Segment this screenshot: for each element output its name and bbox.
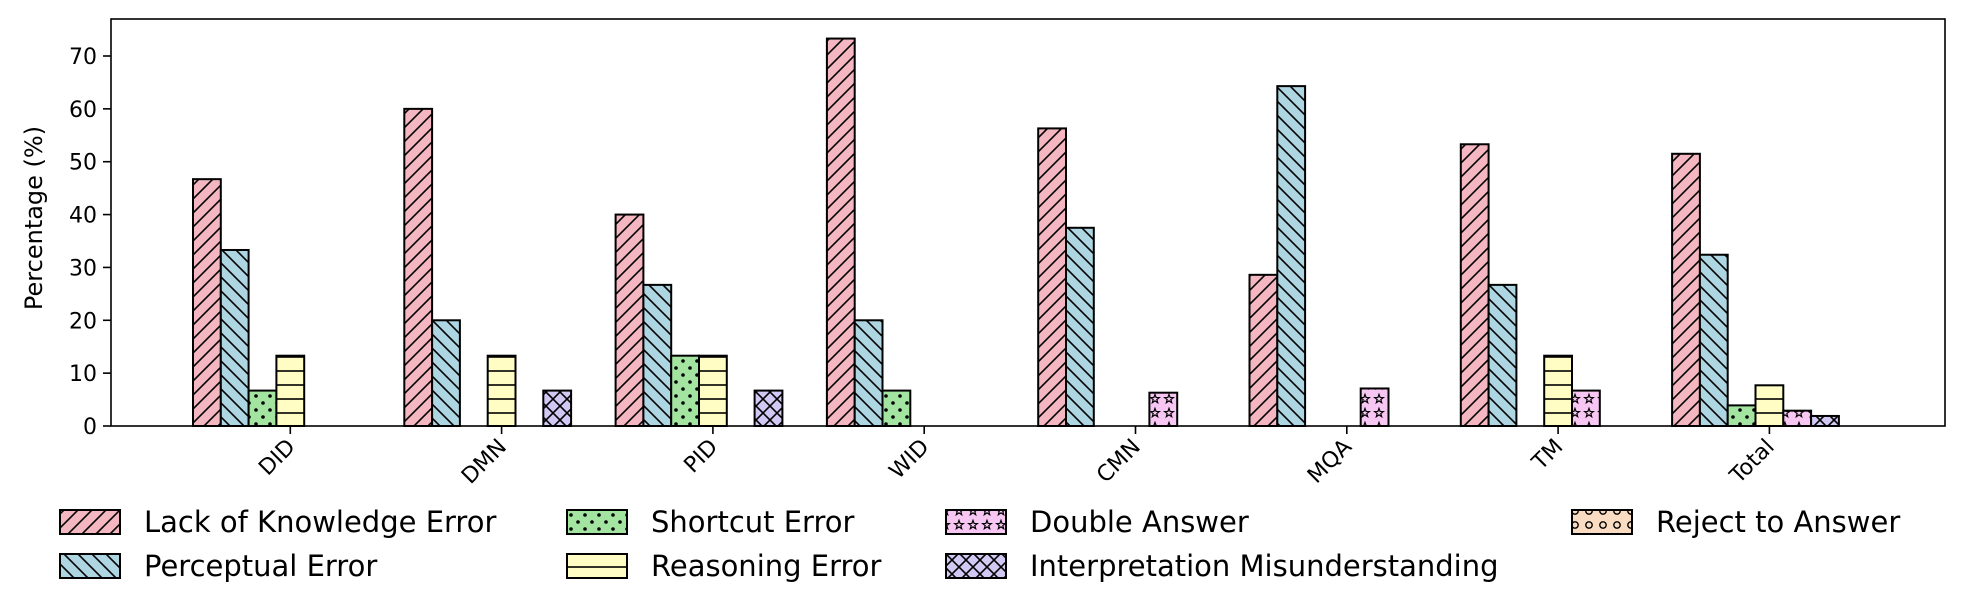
y-tick-label-60: 60 (69, 98, 97, 123)
bar-did-lack-of-knowledge-error (192, 178, 222, 427)
plot-area (110, 18, 1946, 428)
legend-swatch-reasoning-error (566, 553, 628, 579)
bar-total-double-answer (1782, 409, 1813, 428)
legend-swatch-perceptual-error (59, 553, 121, 579)
x-tick-label-tm: TM (1527, 435, 1568, 476)
legend-label-shortcut-error: Shortcut Error (651, 505, 855, 539)
y-tick-label-50: 50 (69, 151, 97, 176)
y-tick-label-20: 20 (69, 309, 97, 334)
legend-label-double-answer: Double Answer (1030, 505, 1249, 539)
bar-total-reasoning-error (1754, 384, 1785, 427)
x-tick-label-dmn: DMN (457, 435, 512, 490)
y-tick-label-40: 40 (69, 204, 97, 229)
bar-dmn-lack-of-knowledge-error (403, 107, 434, 428)
y-axis-title: Percentage (%) (20, 126, 48, 310)
bar-pid-interpretation-misunderstanding (753, 389, 784, 427)
legend-label-reject-to-answer: Reject to Answer (1656, 505, 1900, 539)
bar-pid-shortcut-error (670, 354, 701, 428)
bar-tm-lack-of-knowledge-error (1459, 143, 1490, 428)
bar-dmn-interpretation-misunderstanding (542, 389, 573, 427)
legend-swatch-interpretation-misunderstanding (945, 553, 1007, 579)
x-tick-label-wid: WID (885, 435, 935, 485)
x-tick-label-total: Total (1725, 435, 1780, 490)
bar-total-perceptual-error (1698, 253, 1729, 427)
bar-dmn-reasoning-error (486, 354, 517, 428)
y-tick-label-70: 70 (69, 45, 97, 70)
bar-wid-shortcut-error (881, 389, 912, 427)
legend-label-perceptual-error: Perceptual Error (144, 549, 377, 583)
bar-did-perceptual-error (219, 248, 250, 427)
y-tick-label-0: 0 (83, 415, 97, 440)
x-tick-label-cmn: CMN (1092, 435, 1146, 489)
y-tick-label-30: 30 (69, 256, 97, 281)
bar-total-shortcut-error (1726, 404, 1757, 428)
legend-swatch-reject-to-answer (1571, 509, 1633, 535)
y-axis: 0 10 20 30 40 50 60 70 (69, 45, 111, 440)
bar-mqa-lack-of-knowledge-error (1248, 273, 1279, 427)
bar-pid-reasoning-error (698, 354, 728, 428)
x-axis: DID DMN PID WID CMN MQA TM Total (254, 426, 1780, 490)
bar-cmn-lack-of-knowledge-error (1037, 127, 1067, 427)
y-tick-label-10: 10 (69, 362, 97, 387)
legend-label-interpretation-misunderstanding: Interpretation Misunderstanding (1030, 549, 1499, 583)
bar-cmn-perceptual-error (1065, 226, 1095, 427)
bar-wid-lack-of-knowledge-error (825, 37, 856, 428)
bar-total-interpretation-misunderstanding (1810, 414, 1840, 427)
legend-label-lack-of-knowledge-error: Lack of Knowledge Error (144, 505, 496, 539)
x-tick-label-pid: PID (680, 435, 724, 479)
x-tick-label-did: DID (254, 435, 300, 481)
bar-pid-perceptual-error (642, 283, 673, 427)
bar-total-lack-of-knowledge-error (1671, 152, 1701, 427)
bar-did-shortcut-error (247, 389, 278, 427)
bar-dmn-perceptual-error (431, 319, 461, 428)
x-tick-label-mqa: MQA (1303, 435, 1357, 489)
plot-frame (110, 18, 1946, 427)
bar-did-reasoning-error (275, 354, 306, 428)
bar-mqa-double-answer (1359, 387, 1390, 427)
bar-mqa-perceptual-error (1276, 85, 1307, 427)
legend-label-reasoning-error: Reasoning Error (651, 549, 882, 583)
bar-tm-double-answer (1571, 389, 1601, 427)
legend: Lack of Knowledge Error Perceptual Error S… (59, 505, 1900, 583)
bar-wid-perceptual-error (853, 319, 884, 428)
legend-swatch-double-answer (945, 509, 1007, 535)
legend-swatch-shortcut-error (566, 509, 628, 535)
bar-tm-reasoning-error (1543, 354, 1573, 428)
bar-cmn-double-answer (1148, 391, 1179, 428)
legend-swatch-lack-of-knowledge-error (59, 509, 121, 535)
bar-pid-lack-of-knowledge-error (614, 213, 645, 427)
bar-tm-perceptual-error (1487, 283, 1518, 427)
